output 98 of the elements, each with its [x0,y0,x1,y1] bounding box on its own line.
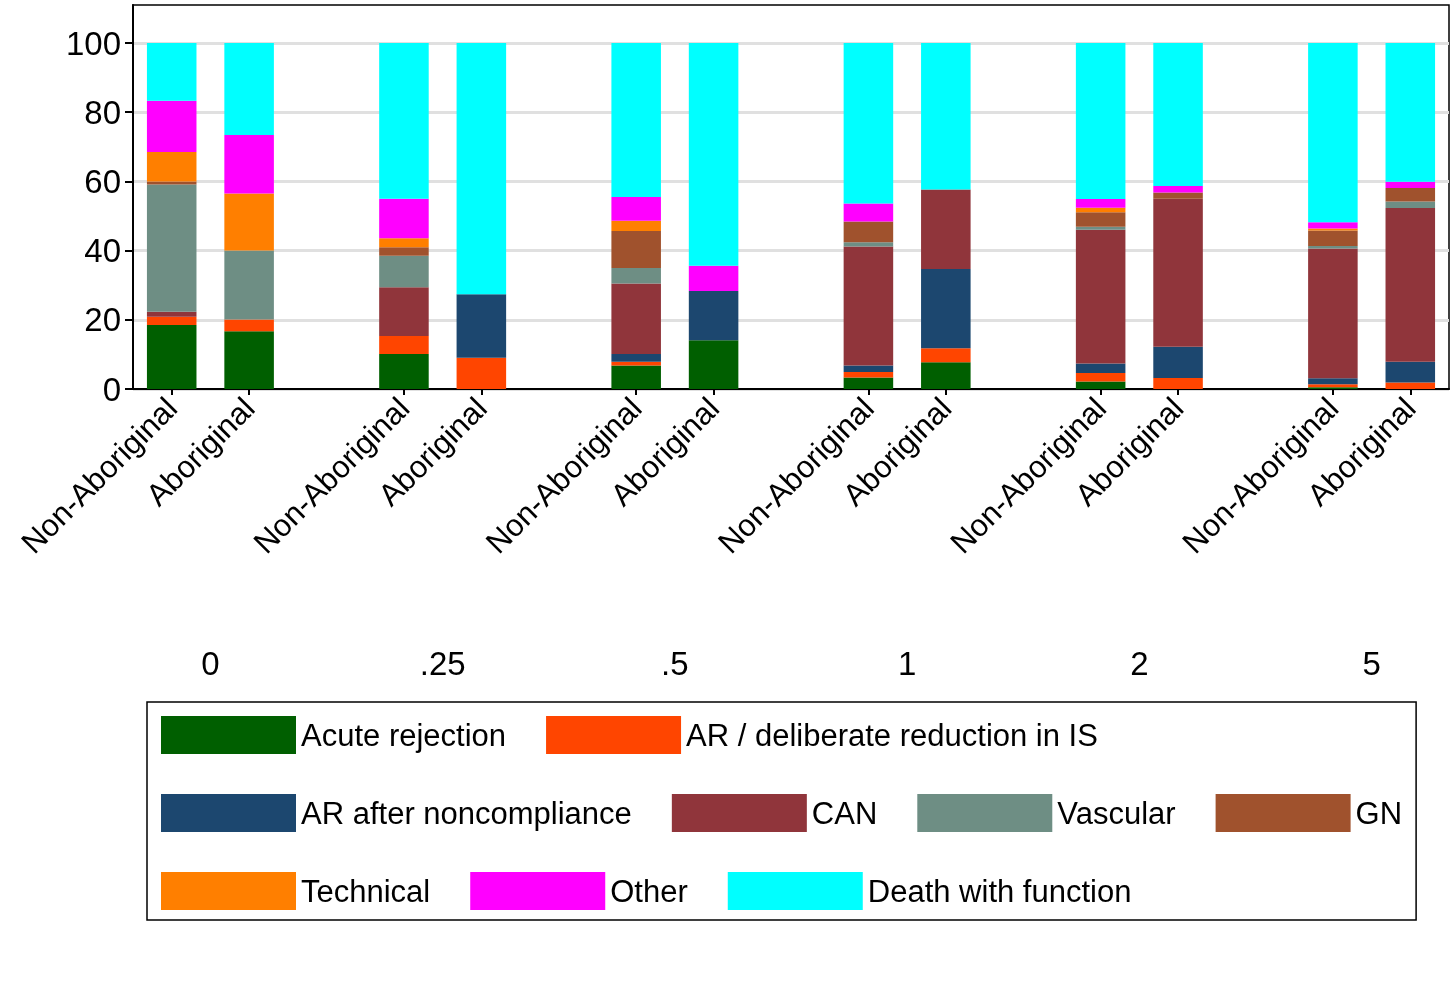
bar [688,291,739,341]
bar [688,340,739,389]
bar [456,357,507,389]
bar [379,198,429,239]
bar [1153,377,1203,389]
bar [1153,346,1203,378]
bar [146,152,197,182]
legend-label: CAN [811,795,878,831]
bar [611,197,661,221]
bar [611,354,661,362]
bar [1308,228,1358,231]
bar [843,203,894,222]
bar [224,135,274,194]
bar [224,331,274,389]
bar [379,43,429,199]
bar [1075,199,1126,208]
bar [456,294,507,358]
y-tick-label: 60 [84,162,121,200]
bar [1153,185,1203,193]
bar [843,221,894,243]
bar [843,246,894,366]
bar [379,336,429,355]
bar [1385,382,1436,389]
bar [921,189,971,269]
bar [843,242,894,247]
bar [379,238,429,248]
bar [1153,198,1203,347]
bar [843,43,894,204]
bar [921,43,971,190]
bar [1385,181,1436,189]
bar [379,287,429,337]
bar [224,319,274,332]
bar [146,100,197,153]
bar [224,250,274,320]
bar [146,181,197,185]
bar [611,43,661,197]
bar [224,43,274,136]
bar [1385,361,1436,383]
bar [1308,230,1358,247]
bar [921,362,971,389]
bar [843,377,894,389]
bar [611,230,661,268]
y-tick-label: 20 [84,301,121,339]
legend-label: AR / deliberate reduction in IS [686,717,1098,753]
bar [1153,192,1203,199]
bar [1308,378,1358,385]
legend-label: Acute rejection [301,717,507,753]
bar [611,220,661,231]
bar [379,255,429,288]
bar [1385,43,1436,182]
bar [921,348,971,363]
legend-label: AR after noncompliance [301,795,632,831]
text: .5 [661,644,689,682]
bar [1075,373,1126,382]
bar [1075,212,1126,227]
bar [146,316,197,325]
bar [1308,246,1358,249]
bar [1075,229,1126,364]
text: 2 [1130,644,1149,682]
bar [611,283,661,355]
bar [843,372,894,378]
bar [843,365,894,373]
bar [1385,188,1436,202]
legend-label: GN [1355,795,1403,831]
bar [146,325,197,389]
text: .25 [419,644,466,682]
bar [456,43,507,295]
bar [688,265,739,292]
bar [146,311,197,317]
bar [379,354,429,389]
bar [611,267,661,284]
legend-label: Technical [301,873,431,909]
bar [1075,363,1126,374]
bar [1153,43,1203,186]
bar [921,268,971,349]
bar [688,43,739,266]
y-tick-label: 100 [65,24,121,62]
bar [224,193,274,251]
bar [146,43,197,101]
legend-label: Vascular [1057,795,1176,831]
bar [1385,208,1436,362]
text: 0 [201,644,220,682]
bar [1308,248,1358,379]
bar [146,184,197,312]
bar [1385,201,1436,209]
bar [1075,43,1126,200]
bar [1075,381,1126,389]
text: 5 [1362,644,1381,682]
bar [379,247,429,256]
legend-label: Other [610,873,688,909]
bar [1308,43,1358,223]
bar [1075,226,1126,230]
y-tick-label: 40 [84,232,121,270]
legend-label: Death with function [867,873,1132,909]
y-tick-label: 80 [84,93,121,131]
bar [611,365,661,389]
bar [1308,222,1358,229]
text: 1 [897,644,917,682]
